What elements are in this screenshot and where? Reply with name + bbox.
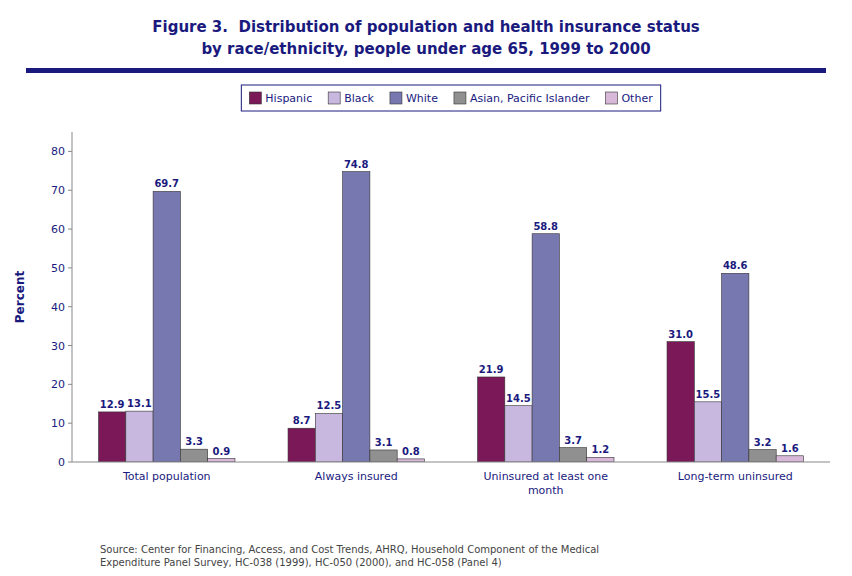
- data-label: 3.1: [375, 437, 393, 448]
- x-tick-label-line: Long-term uninsured: [678, 470, 793, 483]
- data-labels: 12.9 8.7 21.9 31.0 13.1 12.5 14.5 15.5 69.7 74.8 5…: [100, 159, 799, 457]
- x-tick-label-line: Always insured: [315, 470, 398, 483]
- legend-frame: [241, 85, 660, 111]
- separator: [26, 68, 826, 73]
- y-tick: [68, 267, 72, 268]
- y-tick-label: 40: [51, 301, 65, 314]
- data-label: 0.8: [402, 446, 420, 457]
- y-tick-label: 70: [51, 184, 65, 197]
- data-label: 21.9: [479, 364, 504, 375]
- y-axis-label: Percent: [13, 271, 27, 324]
- legend-swatch: [328, 92, 340, 104]
- bar: [694, 402, 721, 462]
- data-label: 48.6: [723, 260, 748, 271]
- bar: [749, 450, 776, 462]
- title: Figure 3. Distribution of population and…: [152, 18, 700, 36]
- bar: [288, 428, 315, 462]
- x-tick-label: Long-term uninsured: [678, 470, 793, 483]
- y-tick-label: 50: [51, 262, 65, 275]
- bar: [776, 456, 803, 462]
- data-label: 1.6: [781, 443, 799, 454]
- y-tick: [68, 423, 72, 424]
- bar: [153, 191, 180, 462]
- y-tick: [68, 384, 72, 385]
- annotation: Expenditure Panel Survey, HC-038 (1999),…: [100, 557, 502, 568]
- x-axis-line: [72, 462, 830, 463]
- bars: [99, 172, 804, 462]
- chart: Figure 3. Distribution of population and…: [0, 0, 852, 576]
- y-tick: [68, 190, 72, 191]
- y-tick-label: 30: [51, 340, 65, 353]
- x-tick-label-line: month: [528, 484, 564, 497]
- bar: [208, 459, 235, 462]
- legend-label: White: [406, 92, 438, 105]
- data-label: 1.2: [591, 444, 609, 455]
- y-tick-label: 10: [51, 417, 65, 430]
- legend-swatch: [390, 92, 402, 104]
- data-label: 58.8: [533, 221, 558, 232]
- bar: [180, 449, 207, 462]
- bar: [478, 377, 505, 462]
- y-axis-line: [72, 132, 73, 462]
- data-label: 12.5: [317, 400, 342, 411]
- y-tick: [68, 151, 72, 152]
- data-label: 14.5: [506, 393, 531, 404]
- data-label: 3.2: [754, 437, 772, 448]
- legend-label: Other: [621, 92, 653, 105]
- legend-label: Hispanic: [265, 92, 312, 105]
- x-tick-label-line: Uninsured at least one: [484, 470, 609, 483]
- title: by race/ethnicity, people under age 65, …: [201, 40, 650, 58]
- data-label: 3.3: [185, 436, 203, 447]
- bar: [532, 234, 559, 462]
- legend-label: Black: [344, 92, 374, 105]
- bar: [722, 273, 749, 462]
- bar: [667, 342, 694, 462]
- legend-swatch: [249, 92, 261, 104]
- data-label: 74.8: [344, 159, 369, 170]
- bar: [99, 412, 126, 462]
- y-tick-label: 20: [51, 378, 65, 391]
- data-label: 13.1: [127, 398, 152, 409]
- y-tick: [68, 229, 72, 230]
- data-label: 15.5: [696, 389, 721, 400]
- legend: Hispanic Black White Asian, Pacific Islande…: [241, 85, 660, 111]
- bar: [370, 450, 397, 462]
- bar: [343, 172, 370, 462]
- x-tick-label: Always insured: [315, 470, 398, 483]
- data-label: 69.7: [154, 178, 179, 189]
- data-label: 31.0: [668, 329, 693, 340]
- legend-swatch: [605, 92, 617, 104]
- bar: [505, 406, 532, 462]
- y-tick: [68, 462, 72, 463]
- annotation: Source: Center for Financing, Access, an…: [100, 544, 599, 555]
- data-label: 12.9: [100, 399, 125, 410]
- legend-label: Asian, Pacific Islander: [470, 92, 590, 105]
- legend-swatch: [454, 92, 466, 104]
- bar: [315, 413, 342, 462]
- x-tick-label: Total population: [122, 470, 211, 483]
- data-label: 8.7: [293, 415, 311, 426]
- y-tick-label: 60: [51, 223, 65, 236]
- y-tick-label: 80: [51, 145, 65, 158]
- data-label: 0.9: [212, 446, 230, 457]
- x-tick-label-line: Total population: [122, 470, 211, 483]
- y-tick-label: 0: [58, 456, 65, 469]
- x-tick-label: Uninsured at least onemonth: [484, 470, 609, 497]
- bar: [587, 457, 614, 462]
- chart-container: Figure 3. Distribution of population and…: [0, 0, 852, 576]
- y-tick: [68, 306, 72, 307]
- bar: [559, 448, 586, 462]
- bar: [126, 411, 153, 462]
- y-tick: [68, 345, 72, 346]
- data-label: 3.7: [564, 435, 582, 446]
